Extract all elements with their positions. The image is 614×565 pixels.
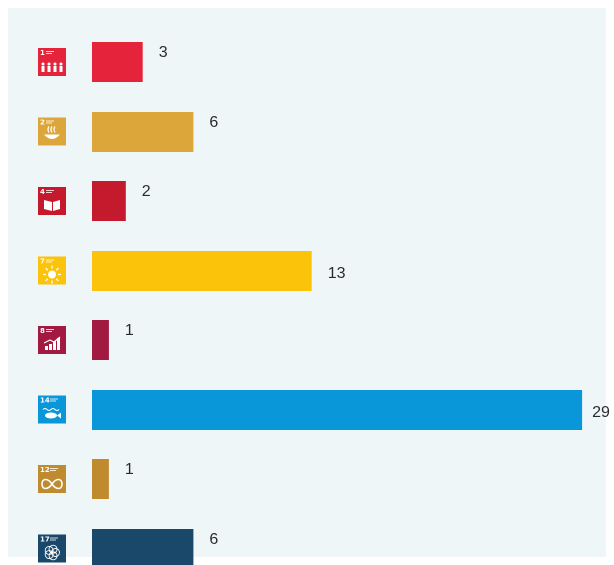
sdg-17-partnerships-icon: 17 — [38, 534, 66, 563]
value-label-sdg-1: 3 — [159, 44, 168, 61]
value-label-sdg-7: 13 — [328, 265, 346, 282]
bar-sdg-8 — [92, 320, 109, 360]
sdg-14-life-below-water-icon: 14 — [38, 395, 66, 424]
svg-text:7: 7 — [40, 258, 45, 266]
svg-text:8: 8 — [40, 327, 45, 335]
svg-text:14: 14 — [40, 397, 50, 405]
bar-sdg-2 — [92, 112, 194, 152]
value-label-sdg-12: 1 — [125, 461, 134, 478]
bar-sdg-17 — [92, 529, 194, 565]
svg-text:1: 1 — [40, 49, 45, 57]
value-label-sdg-2: 6 — [209, 114, 218, 131]
value-label-sdg-17: 6 — [209, 531, 218, 548]
sdg-1-no-poverty-icon: 1 — [38, 48, 66, 76]
svg-text:4: 4 — [40, 188, 45, 196]
svg-text:17: 17 — [40, 536, 50, 544]
sdg-7-clean-energy-icon: 7 — [38, 256, 66, 285]
bar-sdg-1 — [92, 42, 143, 82]
value-label-sdg-8: 1 — [125, 322, 134, 339]
sdg-8-decent-work-icon: 8 — [38, 326, 66, 354]
bar-sdg-4 — [92, 181, 126, 221]
value-label-sdg-14: 29 — [592, 404, 610, 421]
sdg-2-zero-hunger-icon: 2 — [38, 117, 66, 146]
bar-sdg-12 — [92, 459, 109, 499]
value-label-sdg-4: 2 — [142, 183, 151, 200]
bar-sdg-7 — [92, 251, 312, 291]
sdg-12-responsible-consumption-icon: 12 — [38, 465, 66, 493]
svg-text:2: 2 — [40, 119, 45, 127]
bar-sdg-14 — [92, 390, 583, 430]
sdg-4-quality-education-icon: 4 — [38, 187, 66, 215]
svg-text:12: 12 — [40, 466, 50, 474]
